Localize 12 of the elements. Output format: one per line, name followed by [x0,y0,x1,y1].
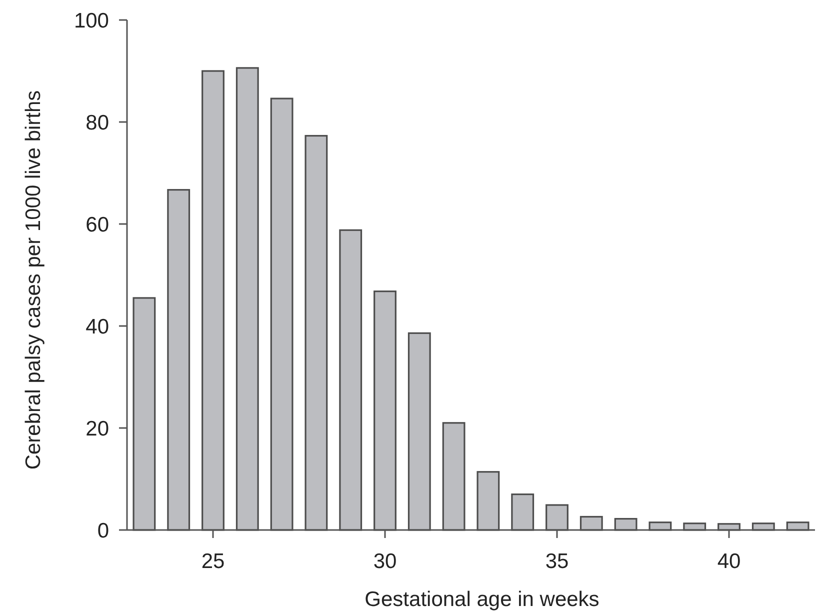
x-tick-label: 25 [201,550,225,573]
x-tick-label: 30 [373,550,397,573]
x-tick-label: 35 [545,550,569,573]
x-tick-label: 40 [717,550,741,573]
y-axis-title: Cerebral palsy cases per 1000 live births [22,90,45,470]
y-tick-label: 100 [74,9,109,32]
y-tick-label: 20 [86,417,109,440]
y-tick-label: 80 [86,111,109,134]
y-tick-label: 40 [86,315,109,338]
y-tick-label: 60 [86,213,109,236]
y-tick-label: 0 [97,519,109,542]
x-axis-title: Gestational age in weeks [364,588,600,611]
